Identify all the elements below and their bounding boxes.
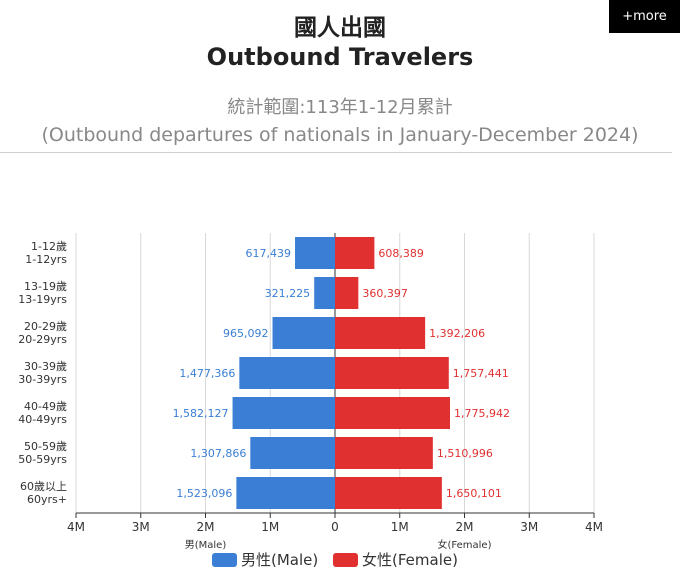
category-label-zh: 13-19歲 (24, 279, 67, 293)
chart-title-zh: 國人出國 (294, 15, 386, 41)
female-data-label: 1,510,996 (437, 447, 493, 460)
female-data-label: 608,389 (378, 247, 424, 260)
male-bar (239, 357, 335, 389)
category-label-zh: 20-29歲 (24, 319, 67, 333)
male-data-label: 1,582,127 (173, 407, 229, 420)
legend-swatch-female (333, 553, 358, 567)
x-tick-label: 2M (456, 520, 474, 534)
female-data-label: 1,650,101 (446, 487, 502, 500)
category-label-en: 20-29yrs (18, 333, 67, 346)
female-data-label: 1,775,942 (454, 407, 510, 420)
category-label-zh: 60歲以上 (20, 479, 67, 493)
x-tick-label: 1M (391, 520, 409, 534)
male-bar (314, 277, 335, 309)
male-bar (272, 317, 335, 349)
female-bar (335, 397, 450, 429)
male-bar (250, 437, 335, 469)
category-label-zh: 1-12歲 (31, 239, 67, 253)
header-divider (0, 152, 672, 153)
female-data-label: 1,757,441 (453, 367, 509, 380)
x-axis-label-female: 女(Female) (438, 538, 492, 551)
male-data-label: 1,307,866 (190, 447, 246, 460)
x-tick-label: 1M (261, 520, 279, 534)
female-bar (335, 477, 442, 509)
category-label-zh: 40-49歲 (24, 399, 67, 413)
male-data-label: 1,477,366 (179, 367, 235, 380)
category-label-zh: 50-59歲 (24, 439, 67, 453)
category-label-en: 60yrs+ (27, 493, 67, 506)
x-tick-label: 3M (132, 520, 150, 534)
legend-swatch-male (212, 553, 237, 567)
chart-title-en: Outbound Travelers (206, 43, 474, 71)
female-bar (335, 277, 359, 309)
category-label-en: 1-12yrs (25, 253, 67, 266)
legend-label-female: 女性(Female) (362, 551, 458, 569)
male-data-label: 321,225 (265, 287, 311, 300)
male-data-label: 965,092 (223, 327, 269, 340)
x-axis-label-male: 男(Male) (185, 539, 227, 551)
female-bar (335, 317, 426, 349)
category-label-en: 30-39yrs (18, 373, 67, 386)
more-button[interactable]: +more (609, 0, 680, 33)
x-tick-label: 0 (331, 520, 339, 534)
female-bar (335, 237, 375, 269)
category-label-en: 50-59yrs (18, 453, 67, 466)
x-tick-label: 2M (197, 520, 215, 534)
female-data-label: 1,392,206 (429, 327, 485, 340)
x-tick-label: 4M (585, 520, 603, 534)
x-tick-label: 3M (520, 520, 538, 534)
male-data-label: 1,523,096 (176, 487, 232, 500)
chart-subtitle-en: (Outbound departures of nationals in Jan… (41, 124, 639, 146)
male-bar (236, 477, 335, 509)
category-label-zh: 30-39歲 (24, 359, 67, 373)
legend-label-male: 男性(Male) (241, 551, 318, 569)
category-label-en: 13-19yrs (18, 293, 67, 306)
male-bar (295, 237, 335, 269)
female-bar (335, 437, 433, 469)
x-tick-label: 4M (67, 520, 85, 534)
male-bar (232, 397, 335, 429)
chart-subtitle-zh: 統計範圍:113年1-12月累計 (227, 97, 453, 118)
male-data-label: 617,439 (246, 247, 292, 260)
female-data-label: 360,397 (362, 287, 408, 300)
female-bar (335, 357, 449, 389)
category-label-en: 40-49yrs (18, 413, 67, 426)
